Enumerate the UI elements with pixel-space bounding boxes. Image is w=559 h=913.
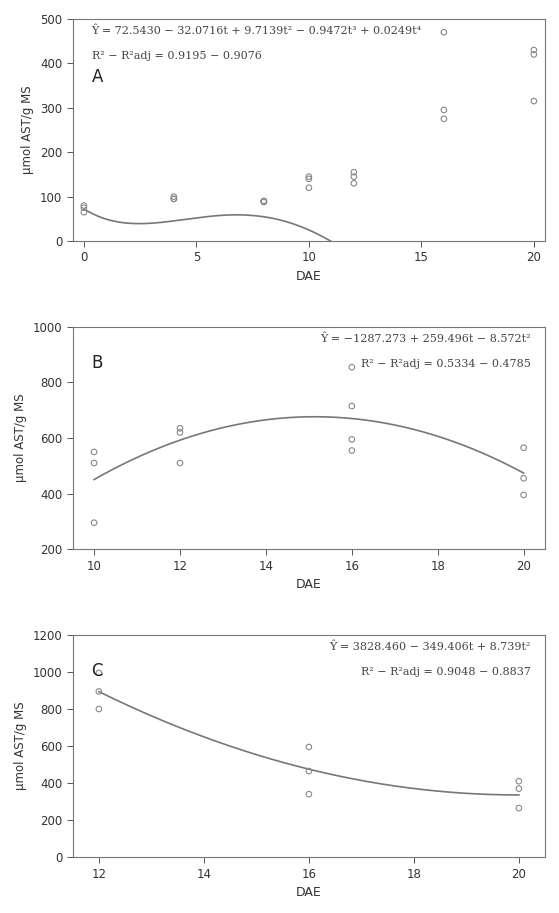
Point [305,740,314,754]
Point [529,47,538,62]
Point [305,787,314,802]
Point [347,360,356,374]
Point [89,445,98,459]
Point [94,666,103,680]
Point [169,192,178,206]
Text: Ŷ = 3828.460 − 349.406t + 8.739t²: Ŷ = 3828.460 − 349.406t + 8.739t² [329,642,531,652]
Point [519,471,528,486]
Point [347,399,356,414]
Point [259,194,268,209]
Point [529,94,538,109]
Point [79,198,88,213]
Point [169,192,178,206]
Point [79,201,88,215]
Text: B: B [92,353,103,372]
Point [94,684,103,698]
Y-axis label: μmol AST/g MS: μmol AST/g MS [14,702,27,791]
Point [514,801,523,815]
Point [176,456,184,470]
Text: Ŷ = −1287.273 + 259.496t − 8.572t²: Ŷ = −1287.273 + 259.496t − 8.572t² [320,333,531,344]
Y-axis label: μmol AST/g MS: μmol AST/g MS [21,86,35,174]
Point [89,516,98,530]
Text: R² − R²adj = 0.5334 − 0.4785: R² − R²adj = 0.5334 − 0.4785 [361,359,531,369]
Point [439,111,448,126]
Point [176,421,184,436]
Y-axis label: μmol AST/g MS: μmol AST/g MS [14,394,27,482]
Point [176,425,184,440]
Point [94,702,103,717]
Point [305,172,314,186]
X-axis label: DAE: DAE [296,578,322,591]
Point [519,488,528,502]
Point [519,440,528,455]
X-axis label: DAE: DAE [296,887,322,899]
Text: R² − R²adj = 0.9048 − 0.8837: R² − R²adj = 0.9048 − 0.8837 [361,667,531,677]
Point [439,102,448,117]
Text: A: A [92,68,103,86]
Point [349,169,358,184]
Text: C: C [92,662,103,679]
Point [349,165,358,180]
Text: R² − R²adj = 0.9195 − 0.9076: R² − R²adj = 0.9195 − 0.9076 [92,51,262,61]
Point [439,25,448,39]
Point [529,43,538,58]
Point [349,176,358,191]
Point [305,181,314,195]
Point [305,169,314,184]
Point [169,189,178,204]
Point [347,432,356,446]
Point [259,194,268,208]
Point [347,443,356,457]
Point [89,456,98,470]
Point [259,194,268,208]
Text: Ŷ = 72.5430 − 32.0716t + 9.7139t² − 0.9472t³ + 0.0249t⁴: Ŷ = 72.5430 − 32.0716t + 9.7139t² − 0.94… [92,26,421,36]
Point [514,782,523,796]
Point [514,774,523,789]
Point [305,764,314,779]
Point [79,205,88,219]
X-axis label: DAE: DAE [296,270,322,283]
